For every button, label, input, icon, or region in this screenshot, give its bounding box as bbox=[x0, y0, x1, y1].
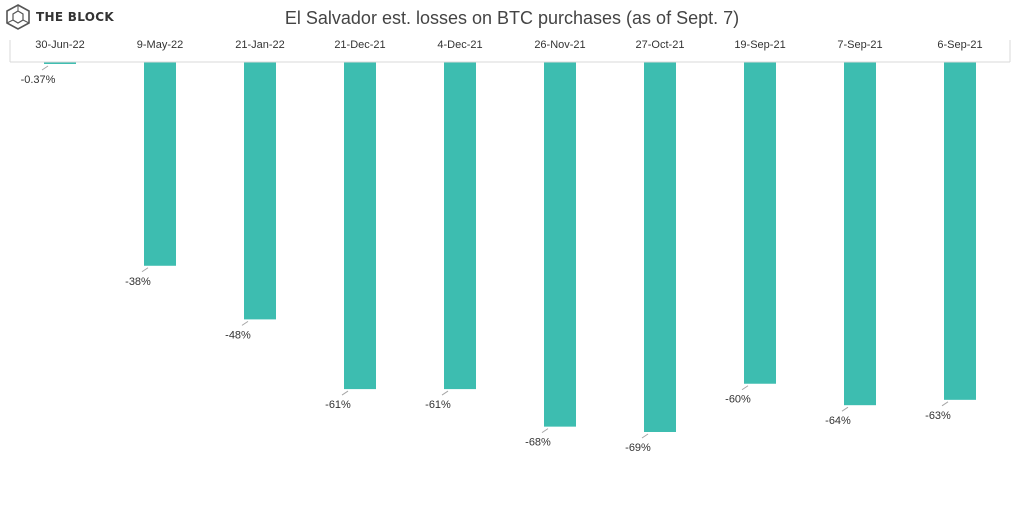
data-label: -61% bbox=[325, 399, 351, 411]
data-label-leader bbox=[641, 433, 649, 439]
data-label-leader bbox=[341, 390, 349, 396]
x-tick-label: 9-May-22 bbox=[137, 39, 183, 51]
x-tick-label: 26-Nov-21 bbox=[534, 39, 585, 51]
data-label: -48% bbox=[225, 329, 251, 341]
data-label-leader bbox=[441, 390, 449, 396]
data-label-leader bbox=[141, 267, 149, 273]
data-label: -0.37% bbox=[21, 74, 56, 86]
data-label-leader bbox=[241, 320, 249, 326]
brand-logo: THE BLOCK bbox=[6, 4, 114, 30]
data-label: -60% bbox=[725, 394, 751, 406]
data-label: -61% bbox=[425, 399, 451, 411]
bar bbox=[44, 62, 76, 64]
data-label: -38% bbox=[125, 276, 151, 288]
bar bbox=[244, 62, 276, 320]
data-label: -63% bbox=[925, 410, 951, 422]
x-tick-label: 27-Oct-21 bbox=[636, 39, 685, 51]
bar bbox=[744, 62, 776, 384]
data-label: -69% bbox=[625, 442, 651, 454]
data-label-leader bbox=[41, 65, 49, 71]
data-label-leader bbox=[541, 428, 549, 434]
x-tick-label: 19-Sep-21 bbox=[734, 39, 785, 51]
x-tick-label: 21-Dec-21 bbox=[334, 39, 385, 51]
bar bbox=[544, 62, 576, 427]
data-label-leader bbox=[741, 385, 749, 391]
bar bbox=[444, 62, 476, 390]
x-tick-label: 6-Sep-21 bbox=[937, 39, 982, 51]
data-label-leader bbox=[841, 406, 849, 412]
x-tick-label: 30-Jun-22 bbox=[35, 39, 85, 51]
bar bbox=[344, 62, 376, 390]
x-tick-label: 4-Dec-21 bbox=[437, 39, 482, 51]
bar bbox=[944, 62, 976, 400]
brand-name: THE BLOCK bbox=[36, 10, 114, 24]
data-label: -64% bbox=[825, 415, 851, 427]
x-tick-label: 7-Sep-21 bbox=[837, 39, 882, 51]
bar bbox=[844, 62, 876, 406]
hexagon-cube-icon bbox=[6, 4, 30, 30]
x-tick-label: 21-Jan-22 bbox=[235, 39, 285, 51]
bar bbox=[144, 62, 176, 266]
bar bbox=[644, 62, 676, 432]
data-label-leader bbox=[941, 401, 949, 407]
chart-title: El Salvador est. losses on BTC purchases… bbox=[284, 8, 740, 28]
data-label: -68% bbox=[525, 437, 551, 449]
